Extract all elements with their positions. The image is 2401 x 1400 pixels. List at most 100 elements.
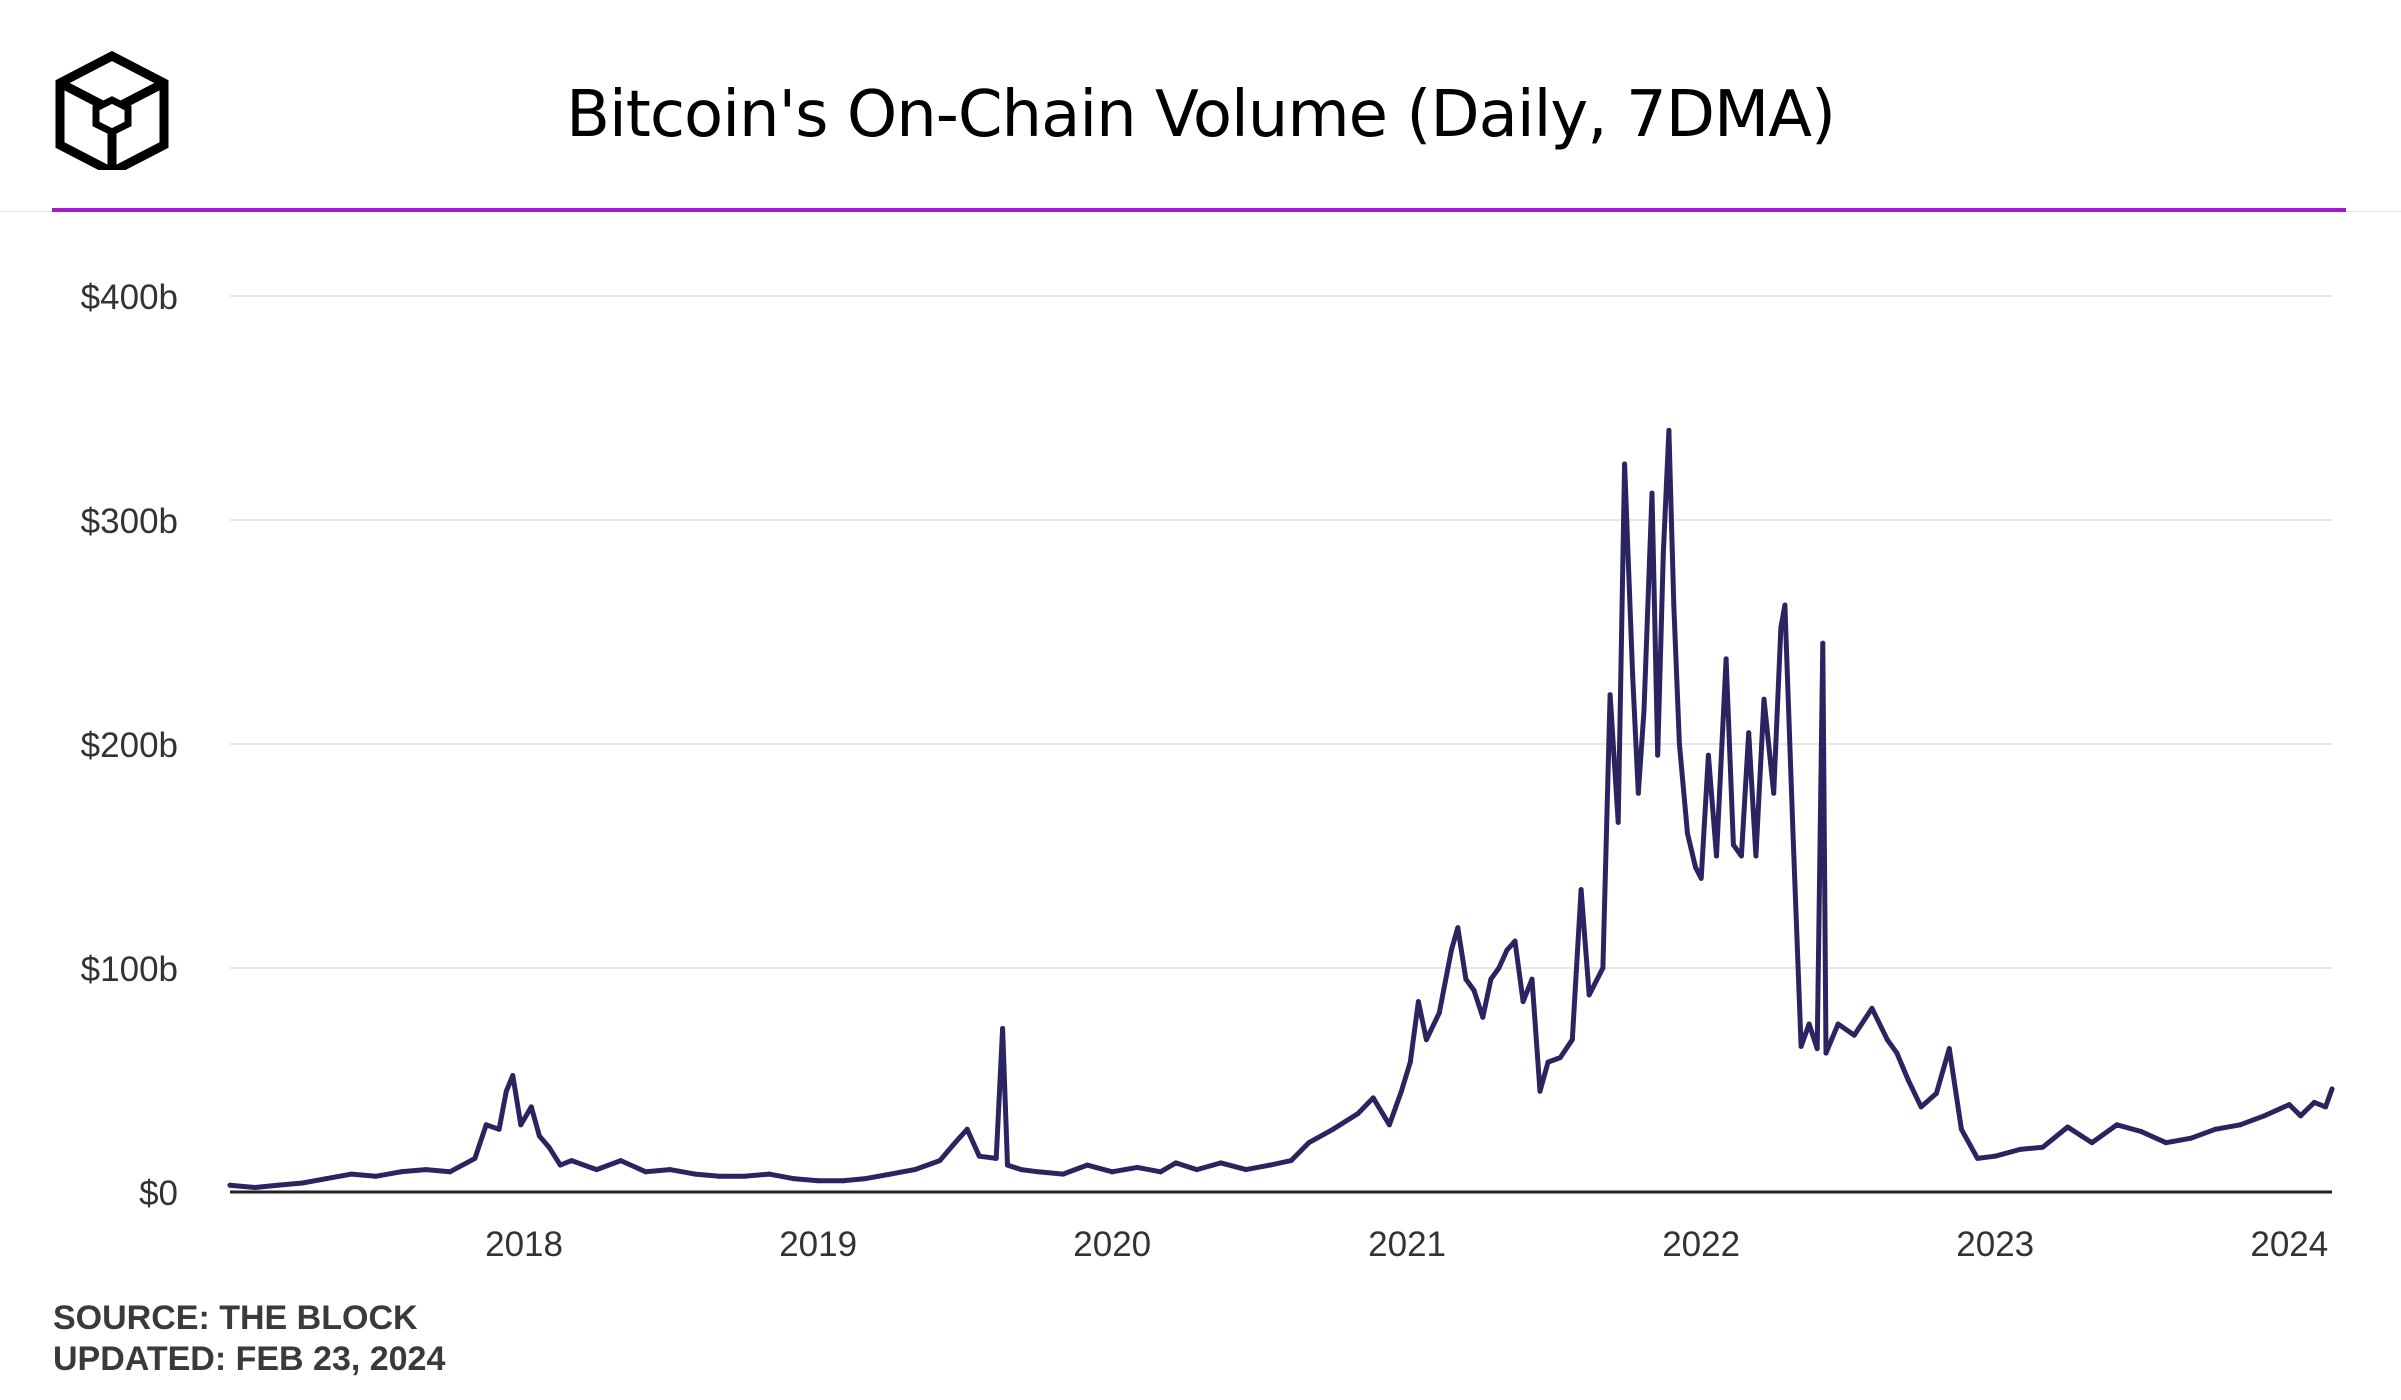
source-label: SOURCE: THE BLOCK <box>53 1299 418 1337</box>
data-point <box>1622 461 1628 467</box>
data-point <box>2237 1122 2243 1128</box>
data-point <box>1330 1126 1336 1132</box>
data-point <box>1218 1160 1224 1166</box>
data-point <box>1158 1169 1164 1175</box>
data-point <box>790 1176 796 1182</box>
data-point <box>398 1169 404 1175</box>
data-point <box>1782 602 1788 608</box>
data-point <box>2298 1113 2304 1119</box>
data-point <box>1958 1126 1964 1132</box>
data-point <box>643 1169 649 1175</box>
data-point <box>2188 1135 2194 1141</box>
data-point <box>1992 1153 1998 1159</box>
x-tick-label: 2019 <box>779 1225 857 1264</box>
data-point <box>2311 1099 2317 1105</box>
data-point <box>1655 752 1661 758</box>
data-point <box>1436 1010 1442 1016</box>
data-point <box>1684 831 1690 837</box>
data-point <box>1578 887 1584 893</box>
data-point <box>423 1167 429 1173</box>
data-point <box>888 1171 894 1177</box>
data-point <box>1746 730 1752 736</box>
data-point <box>1635 790 1641 796</box>
data-point <box>741 1173 747 1179</box>
data-point <box>937 1158 943 1164</box>
data-point <box>1705 752 1711 758</box>
data-point <box>1615 819 1621 825</box>
x-tick-label: 2018 <box>485 1225 563 1264</box>
data-point <box>1905 1077 1911 1083</box>
data-point <box>503 1088 509 1094</box>
data-point <box>1000 1025 1006 1031</box>
data-point <box>1488 976 1494 982</box>
data-point <box>1355 1111 1361 1117</box>
data-point <box>1713 853 1719 859</box>
data-point <box>1790 831 1796 837</box>
data-point <box>1537 1088 1543 1094</box>
data-point <box>324 1176 330 1182</box>
data-point <box>1894 1050 1900 1056</box>
data-point <box>840 1178 846 1184</box>
data-point <box>1035 1169 1041 1175</box>
data-point <box>1884 1037 1890 1043</box>
data-point <box>1569 1037 1575 1043</box>
data-point <box>618 1158 624 1164</box>
data-point <box>964 1126 970 1132</box>
data-point <box>1520 999 1526 1005</box>
data-point <box>1698 875 1704 881</box>
data-point <box>1455 925 1461 931</box>
data-point <box>1109 1169 1115 1175</box>
data-point <box>692 1171 698 1177</box>
data-point <box>1480 1014 1486 1020</box>
data-point <box>2212 1126 2218 1132</box>
data-point <box>1370 1095 1376 1101</box>
data-point <box>717 1173 723 1179</box>
data-point <box>2017 1146 2023 1152</box>
data-point <box>557 1162 563 1168</box>
data-point <box>2138 1129 2144 1135</box>
x-tick-label: 2021 <box>1368 1225 1446 1264</box>
data-point <box>1753 853 1759 859</box>
data-point <box>1607 692 1613 698</box>
data-point <box>1386 1122 1392 1128</box>
data-point <box>300 1180 306 1186</box>
data-point <box>667 1167 673 1173</box>
data-point <box>2114 1122 2120 1128</box>
y-tick-label: $300b <box>81 502 178 541</box>
data-point <box>1243 1167 1249 1173</box>
data-point <box>1820 640 1826 646</box>
data-point <box>1004 1162 1010 1168</box>
x-tick-label: 2020 <box>1073 1225 1151 1264</box>
y-tick-label: $400b <box>81 278 178 317</box>
data-point <box>1600 965 1606 971</box>
data-point <box>1545 1059 1551 1065</box>
data-point <box>1630 674 1636 680</box>
data-point <box>1463 976 1469 982</box>
data-point <box>1771 790 1777 796</box>
y-tick-label: $0 <box>139 1174 178 1213</box>
y-tick-label: $200b <box>81 726 178 765</box>
data-point <box>1869 1005 1875 1011</box>
data-point <box>496 1126 502 1132</box>
x-tick-label: 2024 <box>2250 1225 2328 1264</box>
data-point <box>1586 992 1592 998</box>
data-point <box>1798 1043 1804 1049</box>
data-point <box>528 1104 534 1110</box>
data-point <box>1173 1160 1179 1166</box>
data-point <box>1660 551 1666 557</box>
data-point <box>2329 1086 2335 1092</box>
data-point <box>483 1122 489 1128</box>
data-point <box>912 1167 918 1173</box>
data-point <box>1946 1046 1952 1052</box>
data-point <box>1693 864 1699 870</box>
data-point <box>1730 842 1736 848</box>
data-point <box>2163 1140 2169 1146</box>
data-point <box>1676 741 1682 747</box>
data-point <box>1306 1140 1312 1146</box>
data-point <box>993 1155 999 1161</box>
data-point <box>1738 853 1744 859</box>
data-point <box>1557 1055 1563 1061</box>
data-point <box>863 1176 869 1182</box>
y-axis-labels: $0 $100b $200b $300b $400b <box>81 278 178 1213</box>
